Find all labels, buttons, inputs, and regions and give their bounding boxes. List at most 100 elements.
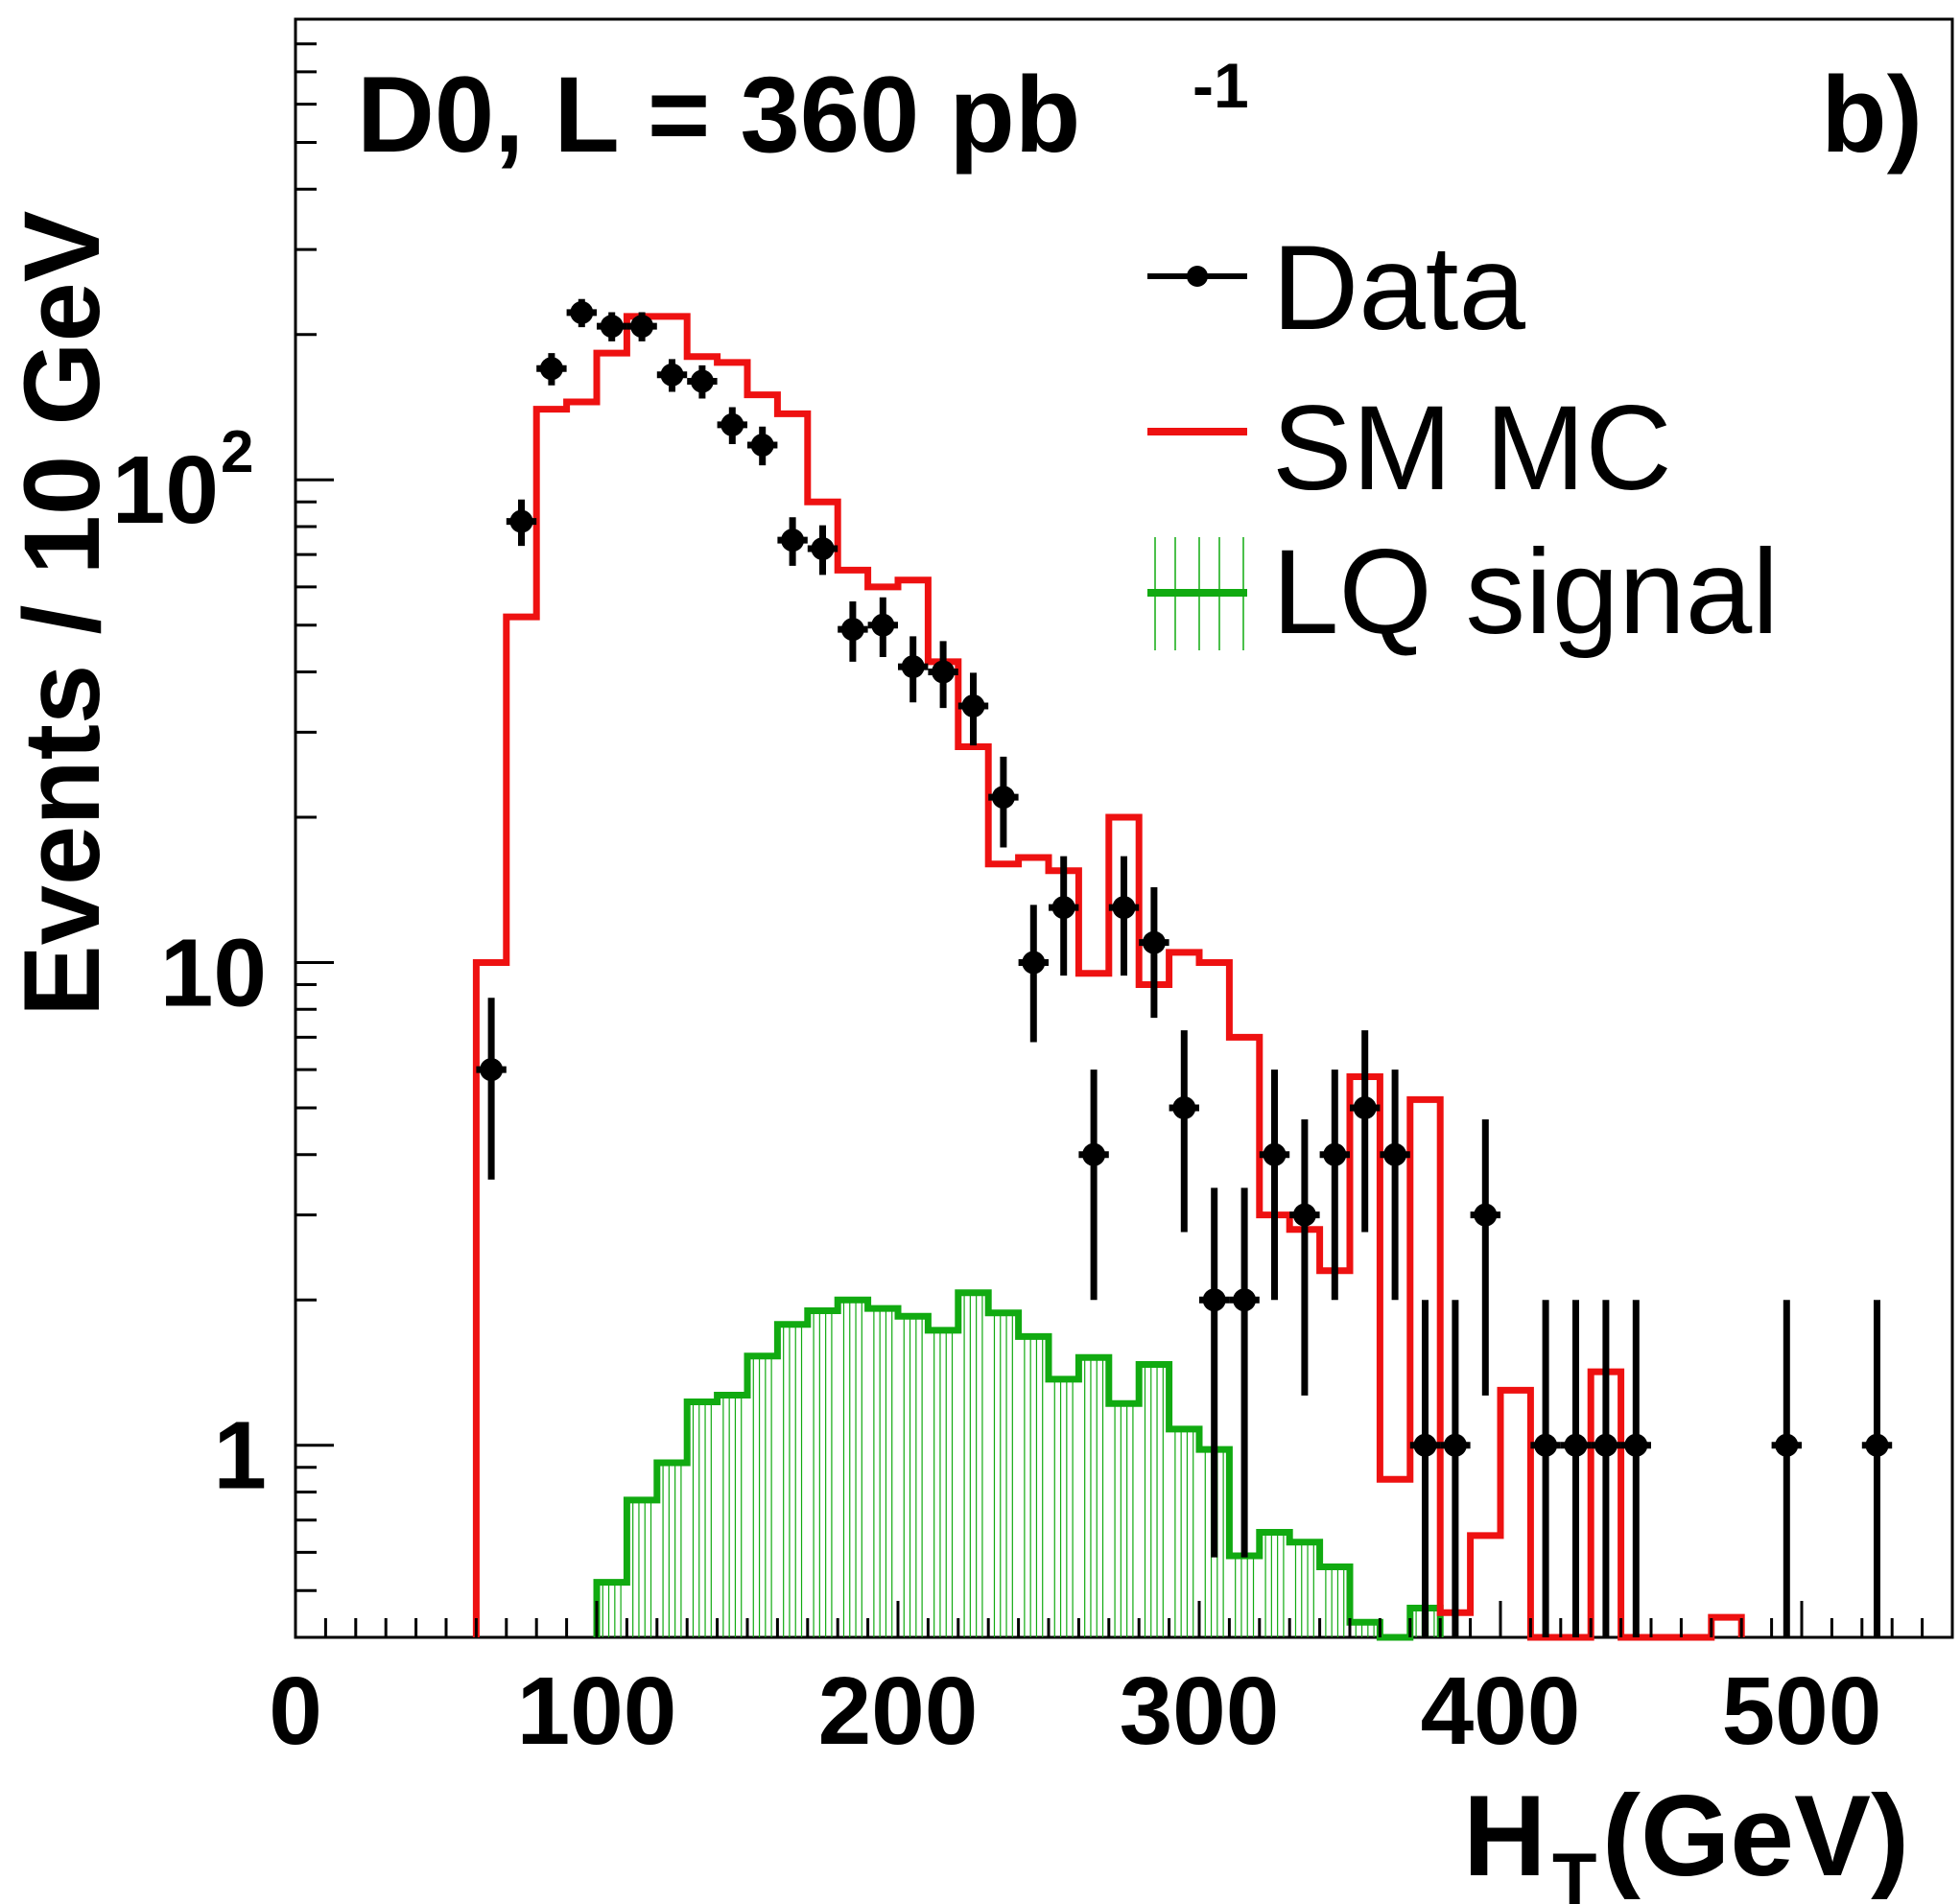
x-axis-title: H T (GeV) xyxy=(1463,1772,1909,1904)
data-point xyxy=(1440,1300,1471,1637)
data-marker xyxy=(570,300,594,324)
data-point xyxy=(1380,1070,1410,1301)
data-marker xyxy=(1202,1288,1226,1312)
legend-lq-signal-label: LQ signal xyxy=(1272,526,1779,659)
data-point xyxy=(597,312,627,341)
data-point xyxy=(626,312,657,341)
plot-frame xyxy=(294,17,1954,1639)
data-point xyxy=(1289,1119,1320,1396)
data-point xyxy=(1229,1187,1260,1558)
data-marker xyxy=(961,694,985,718)
data-marker xyxy=(932,660,956,684)
legend-item-lq-signal: LQ signal xyxy=(1147,526,1779,659)
y-tick-label: 1 xyxy=(213,1402,267,1510)
title-superscript: -1 xyxy=(1193,50,1249,121)
data-marker xyxy=(1323,1142,1347,1166)
data-marker xyxy=(1443,1433,1467,1457)
data-point xyxy=(656,359,688,392)
data-marker xyxy=(720,412,744,436)
data-point xyxy=(506,499,537,547)
data-marker xyxy=(1624,1433,1648,1457)
data-marker xyxy=(1594,1433,1618,1457)
data-point xyxy=(1350,1030,1381,1233)
data-marker xyxy=(539,357,563,381)
x-tick-label: 200 xyxy=(818,1657,979,1765)
legend-item-sm-mc: SM MC xyxy=(1147,382,1672,515)
data-marker xyxy=(991,786,1015,810)
data-point xyxy=(1049,856,1079,976)
data-point xyxy=(777,517,808,566)
y-tick-label-exponent: 2 xyxy=(221,419,253,485)
lq-signal-outline xyxy=(593,1289,1444,1641)
data-marker xyxy=(1142,930,1166,954)
x-axis-title-subscript: T xyxy=(1552,1839,1596,1904)
legend-data-marker xyxy=(1187,266,1208,287)
data-marker xyxy=(871,613,895,637)
data-point xyxy=(807,525,838,576)
data-point xyxy=(1591,1300,1621,1637)
data-marker xyxy=(1775,1433,1799,1457)
legend-item-data: Data xyxy=(1147,222,1526,355)
data-marker xyxy=(1112,896,1136,920)
data-marker xyxy=(781,529,805,552)
data-point xyxy=(957,672,989,746)
data-point xyxy=(867,597,898,658)
x-tick-label: 300 xyxy=(1120,1657,1280,1765)
sm-mc-outline xyxy=(472,313,1745,1641)
data-point xyxy=(1259,1070,1290,1301)
data-point xyxy=(898,636,929,703)
legend: Data SM MC LQ signal xyxy=(1147,222,1779,659)
data-point xyxy=(1139,887,1169,1019)
data-marker xyxy=(1172,1095,1196,1119)
data-point xyxy=(1470,1119,1500,1396)
lq-signal-histogram xyxy=(593,1289,1444,1641)
data-point xyxy=(1409,1300,1441,1637)
x-tick-label: 400 xyxy=(1421,1657,1581,1765)
y-tick-label: 10 xyxy=(112,436,219,544)
data-marker xyxy=(1292,1203,1316,1227)
data-point xyxy=(1771,1300,1802,1637)
data-point xyxy=(1319,1070,1350,1301)
title-text: D0, L = 360 pb xyxy=(357,55,1080,175)
data-point xyxy=(747,426,778,466)
data-marker xyxy=(600,315,624,339)
data-point xyxy=(838,600,868,662)
data-points xyxy=(476,298,1893,1637)
y-tick-label: 10 xyxy=(160,919,267,1026)
data-point xyxy=(928,641,958,709)
data-point xyxy=(1530,1300,1561,1637)
data-marker xyxy=(811,537,835,561)
data-point xyxy=(1078,1070,1109,1301)
panel-label: b) xyxy=(1821,55,1923,175)
data-point xyxy=(476,998,507,1180)
data-point xyxy=(1169,1030,1199,1233)
plot-border xyxy=(294,17,1954,1639)
data-marker xyxy=(1865,1433,1889,1457)
data-marker xyxy=(750,434,774,458)
data-marker xyxy=(480,1058,504,1082)
data-marker xyxy=(1353,1095,1377,1119)
legend-data-label: Data xyxy=(1272,222,1526,355)
data-marker xyxy=(1474,1203,1498,1227)
data-marker xyxy=(901,655,925,679)
data-point xyxy=(1108,856,1140,976)
data-marker xyxy=(840,618,864,642)
data-marker xyxy=(1051,896,1075,920)
data-point xyxy=(1199,1187,1230,1558)
data-marker xyxy=(1082,1142,1106,1166)
data-marker xyxy=(1383,1142,1407,1166)
data-point xyxy=(536,353,567,386)
data-marker xyxy=(660,363,684,387)
data-marker xyxy=(690,369,714,393)
data-point xyxy=(1018,905,1049,1043)
title: D0, L = 360 pb -1 xyxy=(357,50,1249,175)
data-marker xyxy=(1233,1288,1257,1312)
x-tick-label: 100 xyxy=(517,1657,677,1765)
x-axis-title-unit: (GeV) xyxy=(1602,1772,1909,1900)
data-marker xyxy=(1564,1433,1588,1457)
data-marker xyxy=(1022,951,1046,975)
data-marker xyxy=(1413,1433,1437,1457)
data-point xyxy=(1620,1300,1651,1637)
